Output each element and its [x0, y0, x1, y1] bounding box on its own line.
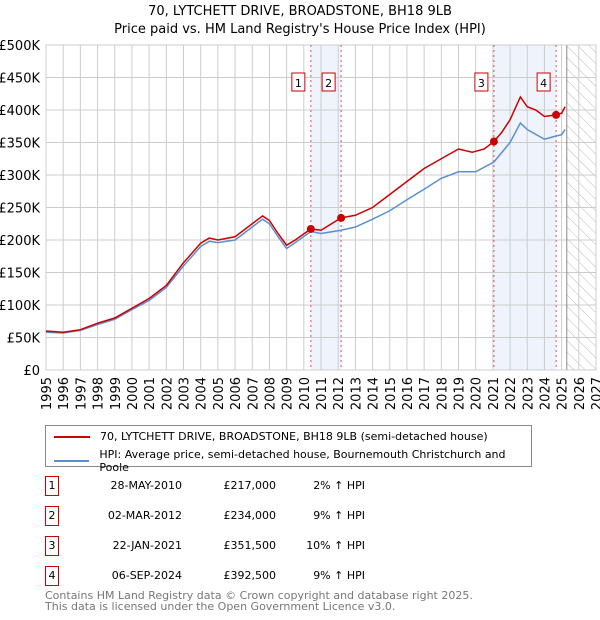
x-tick-label: 2001	[143, 377, 158, 410]
y-tick-label: £450K	[0, 72, 40, 87]
y-tick-label: £200K	[0, 234, 40, 249]
x-tick-label: 2020	[470, 377, 485, 410]
price-chart: £0 £50K £100K £150K £200K £250K £300K £350K £400…	[0, 39, 600, 410]
table-row: 3 22-JAN-2021 £351,500 10% ↑ HPI	[45, 536, 445, 556]
x-tick-label: 2021	[487, 377, 502, 410]
x-tick-label: 2012	[332, 377, 347, 410]
chart-subtitle: Price paid vs. HM Land Registry's House …	[114, 22, 486, 37]
hpi-diff: 9% ↑ HPI	[313, 569, 365, 582]
sale-price: £392,500	[223, 569, 277, 582]
x-tick-label: 2003	[178, 377, 193, 410]
x-tick-label: 2014	[367, 377, 382, 410]
x-tick-label: 2005	[212, 377, 227, 410]
table-row: 2 02-MAR-2012 £234,000 9% ↑ HPI	[45, 506, 445, 526]
x-tick-label: 2010	[298, 377, 313, 410]
y-tick-label: £100K	[0, 299, 40, 314]
legend-hpi-label: HPI: Average price, semi-detached house,…	[99, 448, 506, 474]
x-tick-label: 2024	[538, 377, 553, 410]
marker-label-box	[474, 72, 489, 92]
y-tick-label: £300K	[0, 169, 40, 184]
legend-red-line	[54, 435, 90, 438]
y-tick-label: £250K	[0, 202, 40, 217]
legend-item-property: 70, LYTCHETT DRIVE, BROADSTONE, BH18 9LB…	[54, 430, 488, 443]
y-tick-label: £50K	[7, 332, 41, 347]
hpi-diff: 9% ↑ HPI	[313, 509, 365, 522]
row-number-badge: 1	[45, 476, 59, 496]
x-tick-label: 2011	[315, 377, 330, 410]
legend: 70, LYTCHETT DRIVE, BROADSTONE, BH18 9LB…	[45, 425, 532, 474]
marker-label-box	[321, 72, 336, 92]
y-tick-label: £150K	[0, 267, 40, 282]
x-tick-label: 2022	[504, 377, 519, 410]
footer-copyright: Contains HM Land Registry data © Crown c…	[45, 589, 473, 602]
sale-price: £351,500	[223, 539, 277, 552]
y-tick-label: £0	[23, 364, 40, 379]
table-row: 1 28-MAY-2010 £217,000 2% ↑ HPI	[45, 476, 445, 496]
x-tick-label: 2007	[246, 377, 261, 410]
row-number-badge: 3	[45, 536, 59, 556]
x-tick-label: 1996	[57, 377, 72, 410]
x-tick-label: 2019	[453, 377, 468, 410]
table-row: 4 06-SEP-2024 £392,500 9% ↑ HPI	[45, 566, 445, 586]
x-tick-label: 2000	[126, 377, 141, 410]
marker-label: 2	[325, 77, 332, 90]
sale-date: 02-MAR-2012	[107, 509, 182, 522]
x-tick-label: 1998	[92, 377, 107, 410]
x-tick-label: 2008	[263, 377, 278, 410]
hpi-diff: 10% ↑ HPI	[306, 539, 365, 552]
x-tick-label: 2023	[521, 377, 536, 410]
sale-point	[489, 137, 498, 146]
row-number-badge: 4	[45, 566, 59, 586]
hpi-diff: 2% ↑ HPI	[313, 479, 365, 492]
y-tick-label: £500K	[0, 39, 40, 54]
sale-point	[552, 110, 561, 119]
x-tick-label: 1997	[74, 377, 89, 410]
sale-point	[337, 213, 346, 222]
x-tick-label: 2009	[281, 377, 296, 410]
row-number-badge: 2	[45, 506, 59, 526]
sale-date: 06-SEP-2024	[111, 569, 182, 582]
marker-label: 1	[295, 77, 302, 90]
x-tick-label: 2015	[384, 377, 399, 410]
sale-date: 28-MAY-2010	[110, 479, 182, 492]
chart-title: 70, LYTCHETT DRIVE, BROADSTONE, BH18 9LB	[148, 4, 452, 19]
x-tick-label: 2027	[590, 377, 600, 410]
x-tick-label: 1999	[109, 377, 124, 410]
sale-date: 22-JAN-2021	[112, 539, 182, 552]
y-tick-label: £350K	[0, 137, 40, 152]
marker-label-box	[536, 72, 551, 92]
marker-label: 4	[540, 77, 547, 90]
sale-price: £234,000	[223, 509, 277, 522]
x-tick-label: 2004	[195, 377, 210, 410]
marker-label-box	[291, 72, 306, 92]
x-tick-label: 2017	[418, 377, 433, 410]
sale-point	[306, 224, 315, 233]
footer: Contains HM Land Registry data © Crown c…	[45, 590, 473, 612]
x-tick-label: 2002	[160, 377, 175, 410]
plot-frame	[45, 44, 597, 371]
x-tick-label: 2025	[556, 377, 571, 410]
hpi-line	[45, 121, 566, 334]
x-tick-label: 2016	[401, 377, 416, 410]
x-tick-label: 1995	[40, 377, 55, 410]
legend-blue-line	[54, 460, 90, 462]
property-price-line	[45, 95, 566, 334]
y-tick-label: £400K	[0, 104, 40, 119]
sale-price: £217,000	[223, 479, 277, 492]
x-tick-label: 2006	[229, 377, 244, 410]
footer-licence: This data is licensed under the Open Gov…	[45, 600, 396, 613]
marker-label: 3	[478, 77, 485, 90]
x-tick-label: 2026	[573, 377, 588, 410]
legend-item-hpi: HPI: Average price, semi-detached house,…	[54, 448, 531, 474]
x-tick-label: 2013	[349, 377, 364, 410]
legend-property-label: 70, LYTCHETT DRIVE, BROADSTONE, BH18 9LB…	[100, 430, 488, 443]
x-tick-label: 2018	[435, 377, 450, 410]
